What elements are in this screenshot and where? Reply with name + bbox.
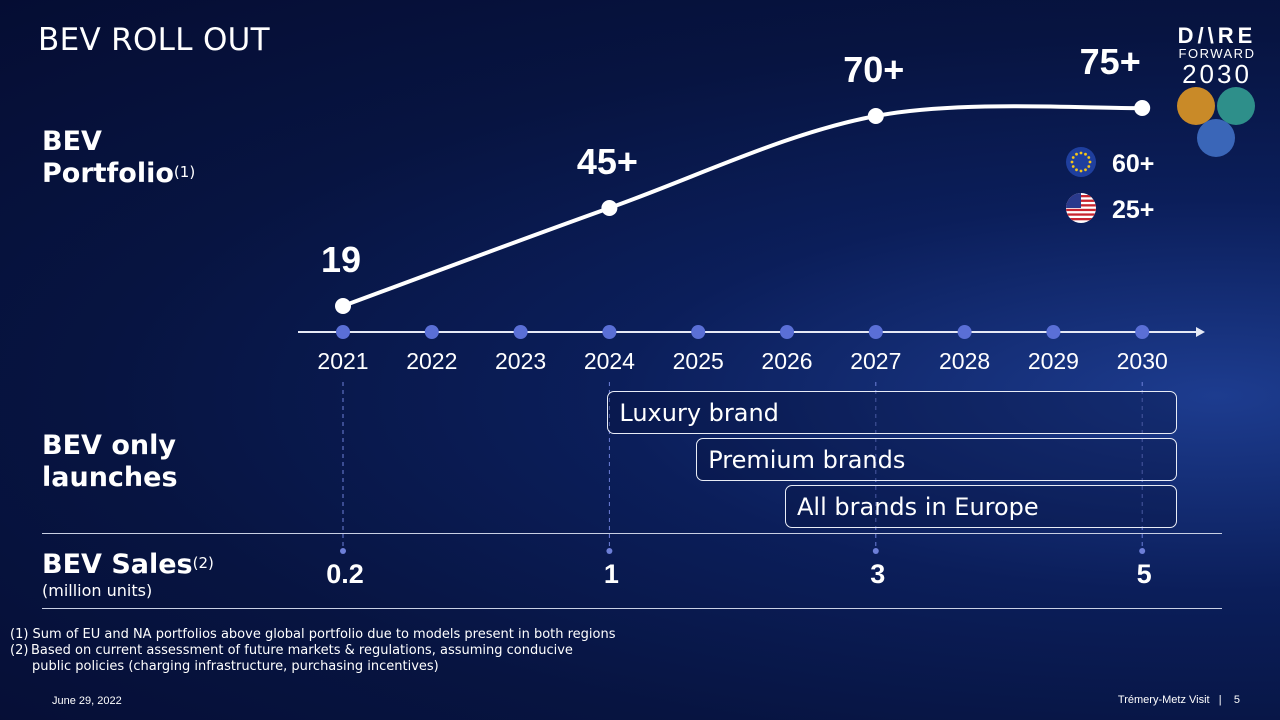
launch-box-1: Luxury brand: [607, 391, 1177, 434]
timeline-dot-2029: [1046, 325, 1061, 339]
year-label-2023: 2023: [495, 348, 546, 374]
launch-box-3: All brands in Europe: [785, 485, 1177, 528]
eu-flag-star: [1075, 152, 1078, 156]
logo-line2: FORWARD: [1178, 46, 1256, 61]
footnote-1: (1) Sum of EU and NA portfolios above gl…: [10, 627, 616, 642]
divider-bottom: [42, 608, 1222, 609]
launch-box-2: Premium brands: [696, 438, 1177, 481]
eu-flag-star: [1079, 151, 1083, 155]
timeline-dot-2027: [868, 325, 883, 339]
sales-marker-2030: [1139, 548, 1146, 554]
divider-top: [42, 533, 1222, 534]
portfolio-point-2024: [601, 200, 618, 216]
us-flag-canton: [1066, 193, 1081, 208]
sales-value-2021: 0.2: [326, 559, 364, 589]
timeline-dot-2023: [513, 325, 528, 339]
sales-units-label: (million units): [42, 581, 153, 600]
portfolio-label-2027: 70+: [843, 49, 904, 90]
us-flag-stripe: [1066, 208, 1096, 212]
launches-row-label: BEV only launches: [42, 430, 178, 493]
eu-flag-star: [1071, 156, 1075, 159]
timeline-arrow-icon: [1196, 327, 1205, 337]
eu-flag-star: [1070, 160, 1074, 164]
eu-flag-star: [1084, 152, 1087, 156]
page-number: 5: [1233, 694, 1240, 706]
sales-value-2027: 3: [870, 559, 885, 589]
launch-label: All brands in Europe: [797, 492, 1039, 521]
region-value-US: 25+: [1112, 196, 1154, 224]
eu-flag-star: [1087, 156, 1091, 159]
timeline-dot-2022: [424, 325, 439, 339]
year-label-2022: 2022: [406, 348, 457, 374]
eu-flag-star: [1075, 168, 1078, 172]
footnote-2-continued: public policies (charging infrastructure…: [32, 659, 439, 674]
sales-row-label: BEV Sales(2): [42, 549, 214, 580]
us-flag-stripe: [1066, 213, 1096, 216]
sales-value-2030: 5: [1137, 559, 1152, 589]
launch-label: Premium brands: [708, 445, 906, 474]
year-label-2025: 2025: [673, 348, 724, 374]
footnote-2: (2) Based on current assessment of futur…: [10, 643, 573, 658]
year-label-2024: 2024: [584, 348, 635, 374]
timeline-dot-2028: [957, 325, 972, 339]
eu-flag-star: [1087, 165, 1091, 168]
sales-marker-2027: [872, 548, 879, 554]
portfolio-line: [342, 104, 1143, 308]
year-label-2029: 2029: [1028, 348, 1079, 374]
sales-value-2024: 1: [604, 559, 619, 589]
sales-marker-2024: [606, 548, 613, 554]
launch-label: Luxury brand: [619, 398, 779, 427]
timeline-dot-2030: [1135, 325, 1150, 339]
eu-flag-icon: [1066, 147, 1096, 177]
logo-line1: D/\RE: [1177, 23, 1257, 48]
timeline-dot-2025: [691, 325, 706, 339]
timeline-dot-2021: [336, 325, 350, 339]
year-label-2030: 2030: [1117, 348, 1168, 374]
portfolio-row-label: BEV Portfolio(1): [42, 126, 196, 189]
logo-line3: 2030: [1182, 59, 1252, 89]
footer-presenter: Trémery-Metz Visit | 5: [1117, 694, 1240, 706]
eu-flag-star: [1079, 169, 1083, 173]
eu-flag-star: [1071, 165, 1075, 168]
timeline-dot-2026: [780, 325, 794, 339]
timeline-dot-2024: [602, 325, 617, 339]
portfolio-point-2030: [1134, 100, 1151, 116]
year-label-2028: 2028: [939, 348, 990, 374]
eu-flag-star: [1088, 160, 1092, 164]
portfolio-point-2021: [335, 298, 351, 314]
year-label-2027: 2027: [850, 348, 901, 374]
portfolio-label-2030: 75+: [1080, 41, 1141, 82]
region-value-EU: 60+: [1112, 150, 1154, 178]
sales-marker-2021: [340, 548, 346, 554]
page-title: BEV ROLL OUT: [38, 22, 270, 58]
year-label-2026: 2026: [761, 348, 812, 374]
year-label-2021: 2021: [317, 348, 368, 374]
dare-forward-logo: D/\RE FORWARD 2030: [1172, 23, 1262, 89]
portfolio-point-2027: [867, 108, 884, 124]
portfolio-label-2024: 45+: [577, 141, 638, 182]
footer-date: June 29, 2022: [52, 695, 122, 707]
portfolio-label-2021: 19: [321, 239, 361, 280]
us-flag-stripe: [1066, 218, 1096, 221]
eu-flag-star: [1084, 168, 1087, 172]
